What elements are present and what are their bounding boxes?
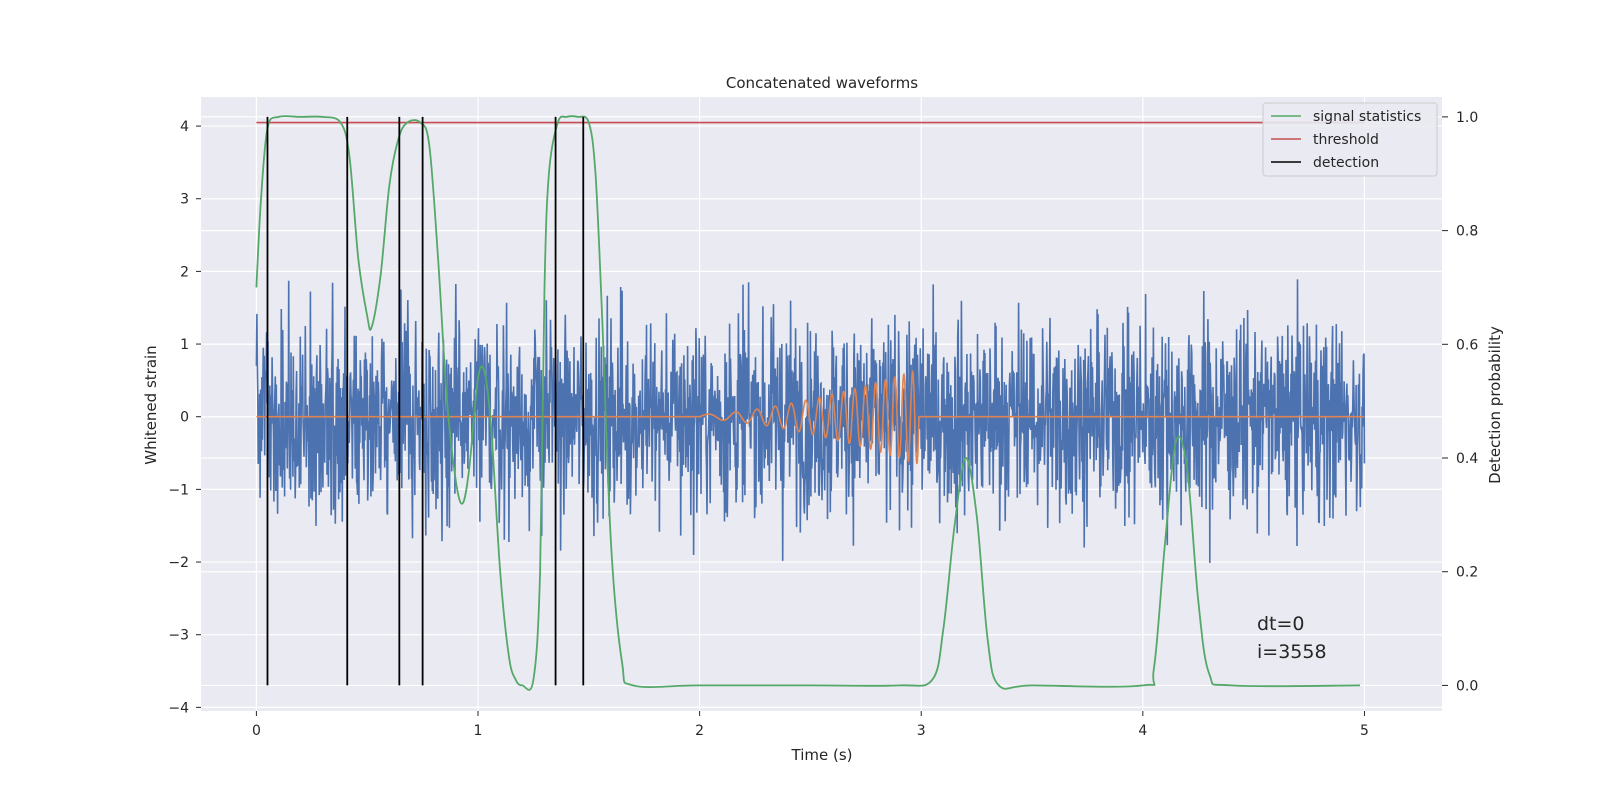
chirp-line — [256, 369, 1365, 465]
plot-area — [255, 115, 1366, 691]
x-axis-label: Time (s) — [791, 746, 853, 764]
signal-statistics-line — [255, 115, 1361, 691]
y2-axis-label: Detection probability — [1486, 326, 1504, 484]
noise-line — [255, 279, 1366, 564]
annotation-index: i=3558 — [1257, 641, 1327, 663]
y-tick-label-1: −3 — [168, 628, 189, 644]
x-tick-label-2: 2 — [695, 723, 704, 739]
y-tick-label-2: −2 — [168, 555, 189, 571]
y-tick-label-7: 3 — [180, 192, 189, 208]
y-tick-label-6: 2 — [180, 264, 189, 280]
y2-tick-label-4: 0.8 — [1456, 224, 1478, 240]
y-tick-label-3: −1 — [168, 482, 189, 498]
y-tick-label-0: −4 — [168, 700, 189, 716]
y2-tick-label-1: 0.2 — [1456, 565, 1478, 581]
legend: signal statistics threshold detection — [1262, 102, 1438, 177]
x-tick-label-1: 1 — [474, 723, 483, 739]
detection-series — [266, 116, 585, 686]
y-tick-label-4: 0 — [180, 410, 189, 426]
signal-statistics-series — [255, 115, 1361, 691]
x-tick-label-0: 0 — [252, 723, 261, 739]
y2-tick-label-5: 1.0 — [1456, 110, 1478, 126]
y2-tick-label-3: 0.6 — [1456, 337, 1478, 353]
y-axis-right: 0.0 0.2 0.4 0.6 0.8 1.0 — [1442, 110, 1478, 694]
y-tick-label-8: 4 — [180, 119, 189, 135]
legend-label-detection: detection — [1313, 155, 1379, 171]
y2-tick-label-2: 0.4 — [1456, 451, 1478, 467]
annotation-dt: dt=0 — [1257, 613, 1305, 635]
legend-label-signal-statistics: signal statistics — [1313, 109, 1421, 125]
x-tick-label-4: 4 — [1138, 723, 1147, 739]
y-axis-label: Whitened strain — [142, 345, 160, 464]
x-tick-label-5: 5 — [1360, 723, 1369, 739]
x-axis: 0 1 2 3 4 5 — [252, 711, 1369, 739]
chart-title: Concatenated waveforms — [726, 74, 918, 92]
y-tick-label-5: 1 — [180, 337, 189, 353]
legend-label-threshold: threshold — [1313, 132, 1379, 148]
x-tick-label-3: 3 — [917, 723, 926, 739]
y2-tick-label-0: 0.0 — [1456, 678, 1478, 694]
noise-series — [255, 279, 1366, 564]
legend-box — [1262, 102, 1438, 177]
y-axis-left: −4 −3 −2 −1 0 1 2 3 4 — [168, 119, 201, 716]
chirp-series — [256, 369, 1365, 465]
